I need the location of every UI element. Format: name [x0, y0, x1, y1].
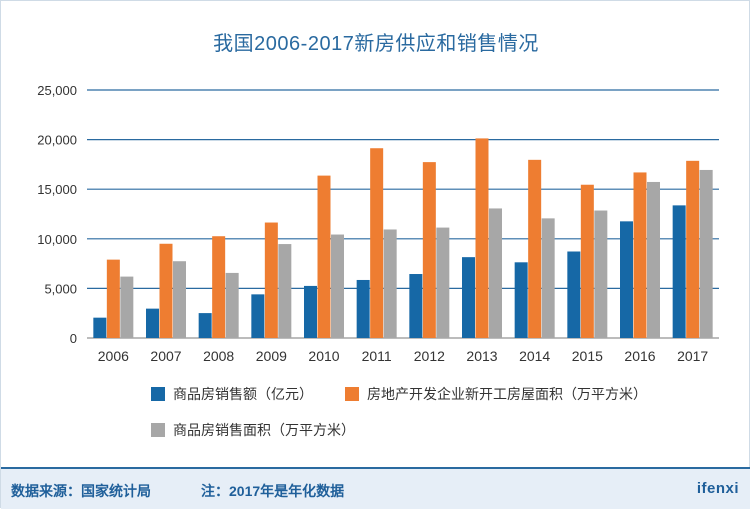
x-tick-label: 2014 [519, 348, 550, 364]
legend-swatch-sales-area [151, 423, 165, 437]
bar-sales-amount-2017 [672, 205, 686, 338]
data-source: 数据来源：国家统计局 [11, 483, 151, 499]
bar-sales-area-2014 [541, 218, 555, 338]
footer-bar: 数据来源：国家统计局 注：2017年是年化数据 ifenxi [1, 467, 750, 509]
y-tick-label: 15,000 [37, 182, 77, 197]
bar-new-construction-2017 [686, 160, 700, 338]
bar-sales-amount-2010 [304, 285, 317, 338]
x-tick-label: 2010 [308, 348, 339, 364]
bar-new-construction-2010 [317, 175, 331, 338]
x-tick-label: 2009 [256, 348, 287, 364]
bar-sales-amount-2012 [409, 274, 423, 338]
bar-sales-amount-2008 [198, 313, 212, 338]
legend-label-sales-amount: 商品房销售额（亿元） [173, 386, 313, 402]
y-tick-label: 25,000 [37, 83, 77, 98]
bar-new-construction-2013 [475, 138, 489, 338]
bar-sales-area-2007 [173, 261, 186, 338]
x-tick-label: 2013 [466, 348, 497, 364]
bar-new-construction-2016 [633, 172, 647, 338]
bar-sales-area-2015 [594, 210, 608, 338]
bar-sales-amount-2011 [356, 279, 370, 338]
y-tick-label: 5,000 [44, 281, 77, 296]
bar-sales-amount-2016 [620, 221, 633, 338]
legend-swatch-sales-amount [151, 387, 165, 401]
bar-sales-area-2017 [699, 169, 713, 338]
chart-title: 我国2006-2017新房供应和销售情况 [213, 33, 539, 55]
bar-sales-amount-2009 [251, 294, 265, 338]
legend-swatch-new-construction [345, 387, 359, 401]
legend-label-new-construction: 房地产开发企业新开工房屋面积（万平方米） [367, 386, 647, 402]
bar-sales-area-2010 [331, 234, 344, 338]
x-tick-label: 2011 [362, 348, 392, 364]
bar-new-construction-2007 [159, 243, 173, 338]
legend-item-new-construction: 房地产开发企业新开工房屋面积（万平方米） [345, 384, 647, 404]
x-tick-label: 2017 [677, 348, 708, 364]
bar-sales-area-2008 [225, 272, 239, 338]
y-tick-label: 20,000 [37, 133, 77, 148]
legend-label-sales-area: 商品房销售面积（万平方米） [173, 422, 355, 438]
bar-sales-amount-2015 [567, 251, 581, 338]
bar-sales-area-2009 [278, 244, 292, 338]
bar-new-construction-2009 [264, 222, 278, 338]
legend-item-sales-area: 商品房销售面积（万平方米） [151, 420, 355, 440]
x-tick-label: 2012 [414, 348, 445, 364]
x-tick-label: 2007 [150, 348, 181, 364]
bar-chart: 0 5,000 10,000 15,000 20,000 25,000 2006 2007 20… [37, 83, 719, 364]
bar-sales-amount-2014 [514, 262, 528, 338]
brand-logo: ifenxi [696, 480, 739, 497]
x-tick-label: 2016 [624, 348, 655, 364]
x-tick-label: 2008 [203, 348, 234, 364]
bar-sales-area-2006 [120, 276, 134, 338]
bar-sales-area-2011 [383, 229, 397, 338]
y-tick-label: 10,000 [37, 232, 77, 247]
legend-item-sales-amount: 商品房销售额（亿元） [151, 384, 313, 404]
bar-sales-amount-2013 [462, 257, 475, 338]
y-tick-label: 0 [70, 331, 77, 346]
bar-sales-area-2012 [436, 227, 450, 338]
bar-new-construction-2014 [528, 159, 542, 338]
x-tick-label: 2006 [98, 348, 129, 364]
bar-sales-amount-2006 [93, 317, 107, 338]
bar-sales-area-2013 [489, 208, 502, 338]
bar-new-construction-2008 [212, 236, 226, 338]
bar-new-construction-2006 [106, 259, 120, 338]
bar-new-construction-2015 [580, 184, 594, 338]
bar-new-construction-2012 [422, 162, 436, 338]
bar-sales-area-2016 [647, 181, 660, 338]
bar-new-construction-2011 [370, 148, 384, 338]
x-tick-label: 2015 [572, 348, 603, 364]
footer-note: 注：2017年是年化数据 [201, 483, 345, 499]
bar-sales-amount-2007 [146, 308, 159, 338]
